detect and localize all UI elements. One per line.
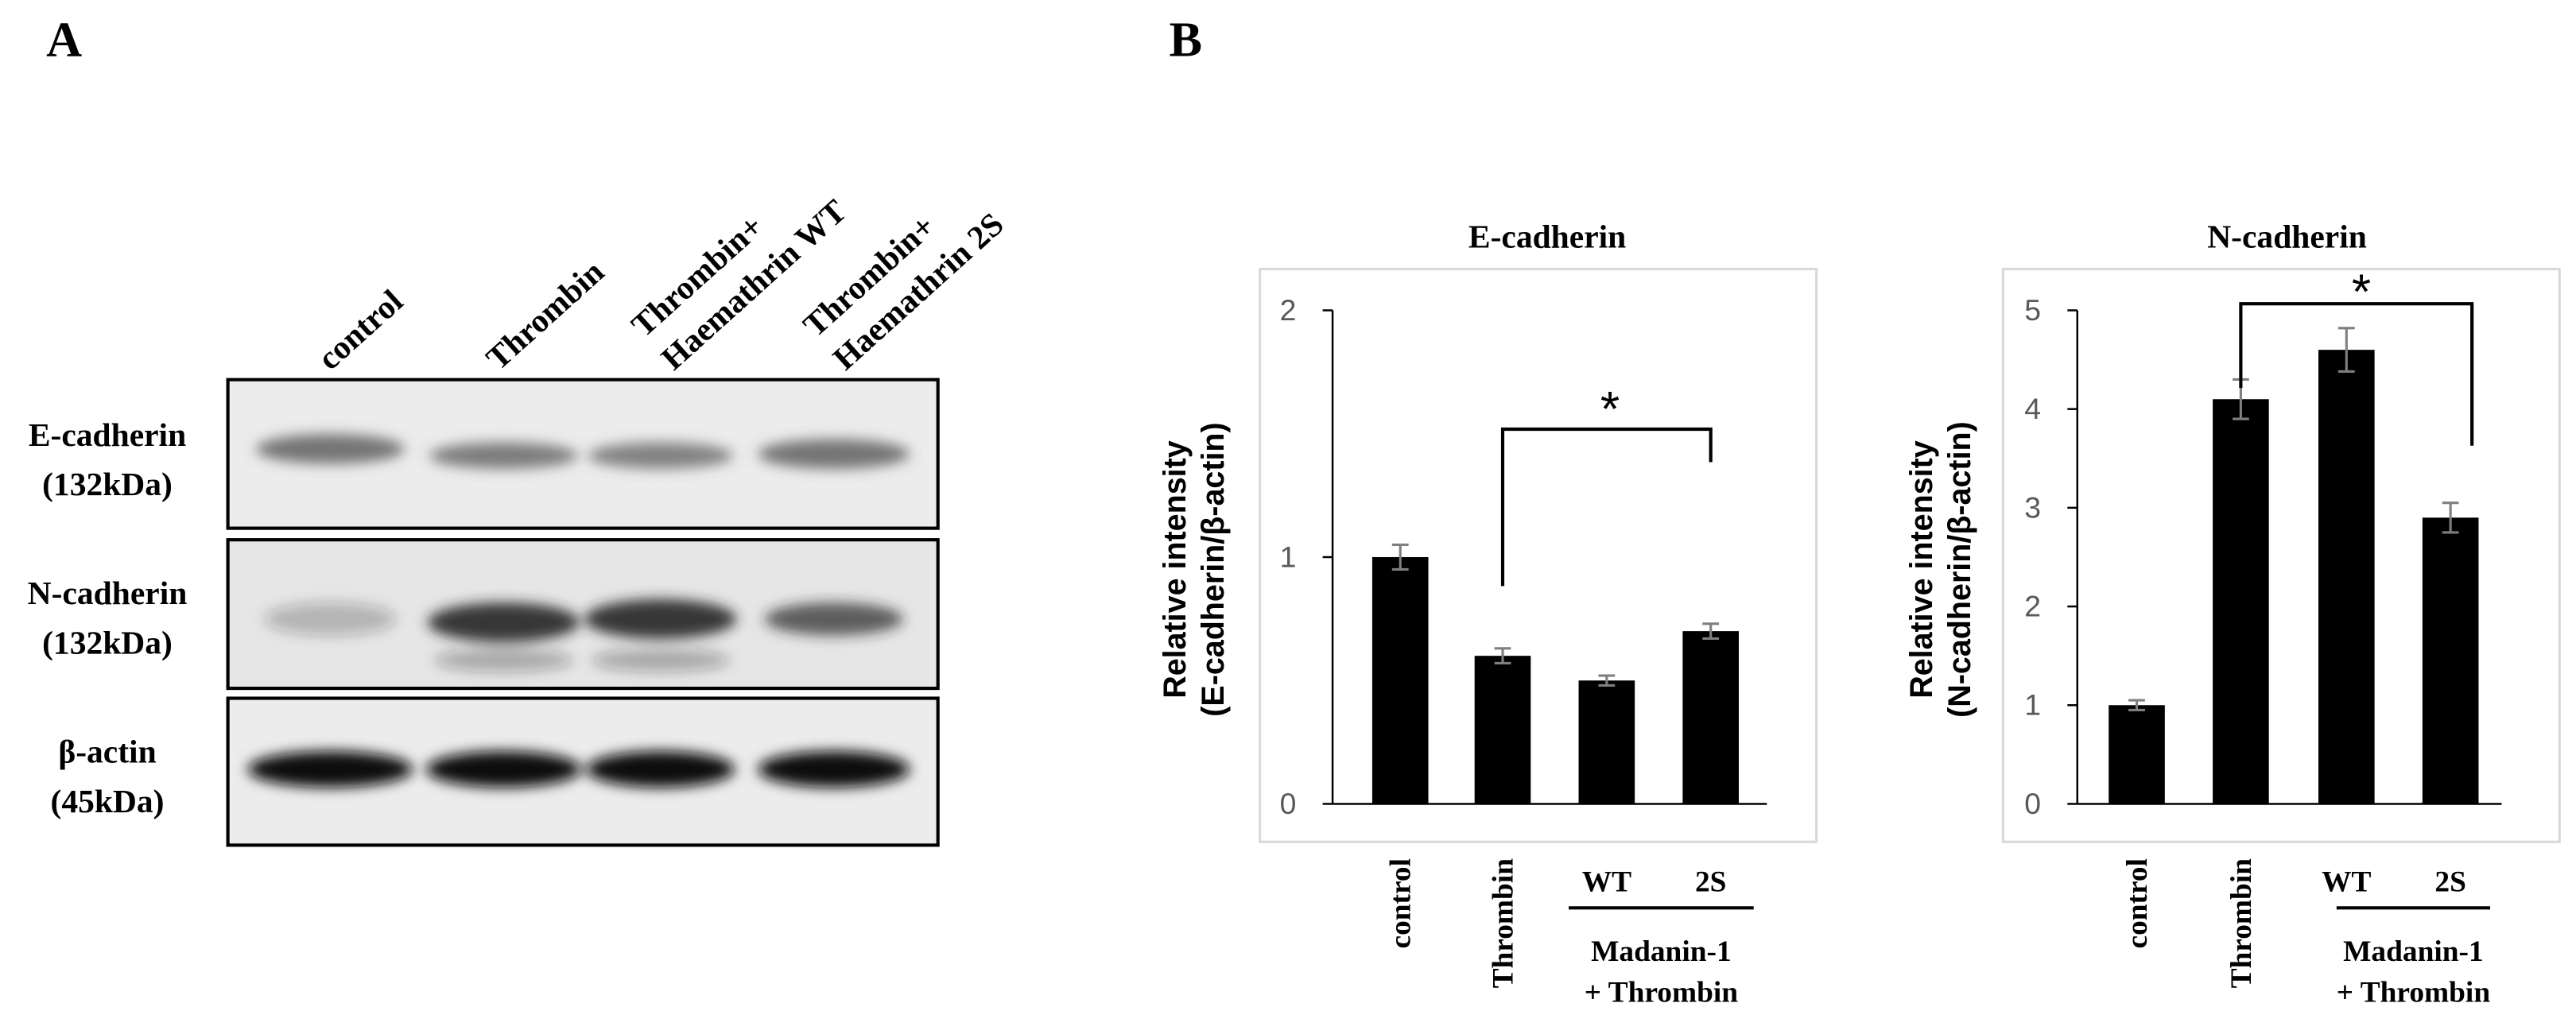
group-label: Madanin-1	[2343, 935, 2484, 968]
chart-title: N-cadherin	[2207, 219, 2367, 255]
x-tick-label: 2S	[1695, 866, 1726, 899]
bands	[255, 434, 910, 469]
blot-image	[226, 378, 940, 847]
row-label: (132kDa)	[42, 466, 173, 503]
y-axis-label: (E-cadherin/β-actin)	[1196, 422, 1231, 716]
y-tick-label: 3	[2024, 490, 2041, 524]
bar	[2318, 350, 2375, 804]
x-tick-label: Thrombin	[1487, 858, 1519, 989]
y-tick-label: 5	[2024, 293, 2041, 327]
y-tick-label: 1	[2024, 688, 2041, 722]
y-tick-label: 4	[2024, 392, 2041, 425]
significance-label: *	[2352, 265, 2371, 319]
chart-frame	[2001, 267, 2561, 843]
bar	[2213, 399, 2269, 804]
y-tick-label: 2	[1280, 293, 1297, 327]
row-label: E-cadherin	[29, 416, 186, 453]
row-label: (132kDa)	[42, 624, 173, 661]
y-tick-label: 0	[1280, 787, 1297, 820]
significance-label: *	[1600, 382, 1620, 437]
x-tick-label: Thrombin	[2225, 858, 2258, 989]
y-tick-label: 2	[2024, 590, 2041, 623]
significance-bracket	[1500, 427, 1713, 587]
panel-label: A	[46, 13, 82, 68]
group-label: + Thrombin	[1585, 977, 1739, 1009]
y-axis-label: Relative intensity	[1158, 440, 1193, 699]
y-tick-label: 0	[2024, 787, 2041, 820]
bands	[247, 751, 910, 788]
bar	[1371, 556, 1429, 804]
x-tick-label: control	[2121, 858, 2154, 949]
x-tick-label: control	[1385, 858, 1418, 949]
row-labels: E-cadherin (132kDa) N-cadherin (132kDa) …	[28, 416, 188, 820]
y-tick-label: 1	[1280, 540, 1297, 573]
chart-title: E-cadherin	[1468, 219, 1626, 255]
group-label: Madanin-1	[1591, 935, 1732, 968]
significance-bracket	[2239, 302, 2474, 446]
row-label: N-cadherin	[28, 575, 188, 611]
x-tick-label: 2S	[2434, 866, 2465, 899]
bar	[1682, 631, 1739, 804]
row-label: (45kDa)	[51, 783, 165, 820]
bands	[264, 598, 904, 672]
bar	[1578, 680, 1635, 804]
x-tick-label: WT	[1582, 866, 1631, 899]
y-axis-label: Relative intensity	[1904, 440, 1939, 699]
y-axis-label: (N-cadherin/β-actin)	[1942, 421, 1977, 718]
bar	[2422, 517, 2479, 804]
chart-frame	[1259, 267, 1818, 843]
row-label: β-actin	[58, 734, 156, 770]
panel-label: B	[1169, 13, 1202, 68]
bar	[1474, 656, 1531, 804]
x-tick-label: WT	[2322, 866, 2371, 899]
bar	[2109, 705, 2165, 804]
group-label: + Thrombin	[2337, 977, 2491, 1009]
